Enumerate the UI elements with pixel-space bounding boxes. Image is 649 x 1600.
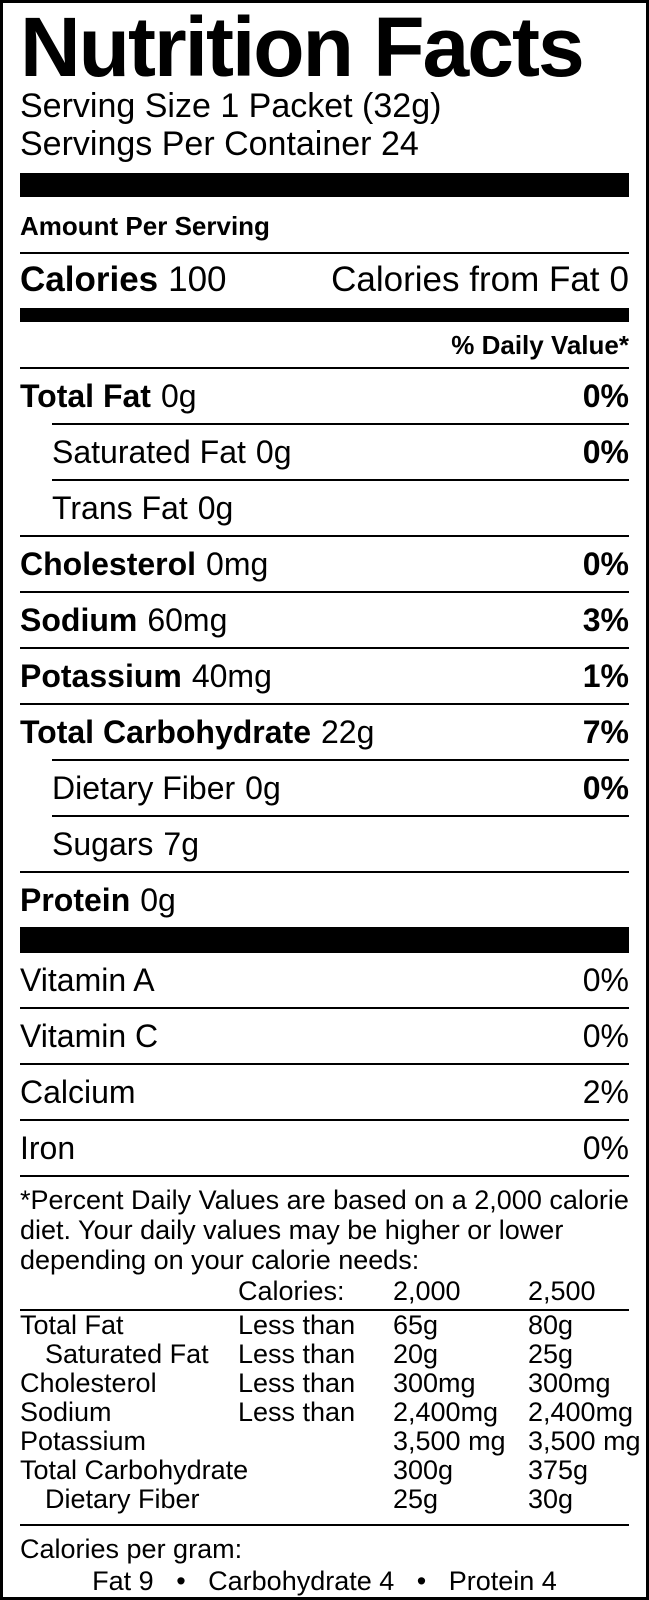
- vitamin-row-vitamin-a: Vitamin A 0%: [20, 951, 629, 1007]
- nutrient-row-total-fat: Total Fat 0g 0%: [20, 367, 629, 423]
- amount-per-serving-heading: Amount Per Serving: [20, 211, 270, 241]
- daily-value-header: % Daily Value*: [451, 330, 629, 360]
- daily-value-percent: 7%: [582, 714, 629, 750]
- divider-thick-bottom: [20, 927, 629, 951]
- daily-value-percent: 1%: [582, 658, 629, 694]
- divider-hairline: [20, 1524, 629, 1526]
- daily-value-percent: 0%: [582, 770, 629, 806]
- dv-table-row-sodium: Sodium Less than 2,400mg 2,400mg: [20, 1397, 634, 1427]
- divider-hairline: [20, 252, 629, 254]
- footnote: *Percent Daily Values are based on a 2,0…: [20, 1175, 641, 1524]
- dv-table-row-total-carbohydrate: Total Carbohydrate 300g 375g: [20, 1455, 589, 1485]
- dv-table-row-potassium: Potassium 3,500 mg 3,500 mg: [20, 1426, 641, 1456]
- nutrient-row-potassium: Potassium 40mg 1%: [20, 647, 629, 703]
- nutrient-row-sugars: Sugars 7g: [52, 815, 629, 871]
- nutrient-row-protein: Protein 0g: [20, 871, 629, 927]
- nutrient-row-trans-fat: Trans Fat 0g: [52, 479, 629, 535]
- serving-size: Serving Size 1 Packet (32g): [20, 87, 442, 125]
- vitamin-row-iron: Iron 0%: [20, 1119, 629, 1175]
- nutrient-row-cholesterol: Cholesterol 0mg 0%: [20, 535, 629, 591]
- daily-value-percent: 0%: [582, 1018, 629, 1054]
- footnote-line: depending on your calorie needs:: [20, 1245, 420, 1275]
- dv-table-row-dietary-fiber: Dietary Fiber 25g 30g: [45, 1484, 574, 1514]
- footnote-line: diet. Your daily values may be higher or…: [20, 1215, 564, 1245]
- nutrient-row-saturated-fat: Saturated Fat 0g 0%: [52, 423, 629, 479]
- servings-per-container: Servings Per Container 24: [20, 125, 419, 163]
- dv-table-row-saturated-fat: Saturated Fat Less than 20g 25g: [45, 1339, 574, 1369]
- divider-medium: [20, 308, 629, 322]
- calories-value: Calories 100: [20, 260, 227, 299]
- calories-row: Calories 100 Calories from Fat 0: [20, 254, 629, 308]
- daily-value-percent: 0%: [582, 1130, 629, 1166]
- calories-per-gram-label: Calories per gram:: [20, 1534, 243, 1564]
- nutrient-row-total-carbohydrate: Total Carbohydrate 22g 7%: [20, 703, 629, 759]
- daily-value-percent: 0%: [582, 962, 629, 998]
- calories-per-gram-values: Fat 9 • Carbohydrate 4 • Protein 4: [92, 1566, 557, 1596]
- nutrient-row-dietary-fiber: Dietary Fiber 0g 0%: [52, 759, 629, 815]
- daily-value-percent: 3%: [582, 602, 629, 638]
- footnote-line: *Percent Daily Values are based on a 2,0…: [20, 1185, 629, 1215]
- daily-value-percent: 0%: [582, 378, 629, 414]
- vitamin-row-vitamin-c: Vitamin C 0%: [20, 1007, 629, 1063]
- vitamin-row-calcium: Calcium 2%: [20, 1063, 629, 1119]
- daily-value-percent: 2%: [582, 1074, 629, 1110]
- label-title: Nutrition Facts: [20, 0, 585, 94]
- daily-value-percent: 0%: [582, 546, 629, 582]
- dv-table-header: Calories: 2,000 2,500: [238, 1276, 596, 1306]
- divider-hairline: [20, 1309, 629, 1311]
- divider-thick-top: [20, 173, 629, 197]
- daily-value-percent: 0%: [582, 434, 629, 470]
- dv-table-row-cholesterol: Cholesterol Less than 300mg 300mg: [20, 1368, 611, 1398]
- calories-from-fat: Calories from Fat 0: [331, 260, 629, 299]
- nutrient-row-sodium: Sodium 60mg 3%: [20, 591, 629, 647]
- dv-table-row-total-fat: Total Fat Less than 65g 80g: [20, 1310, 574, 1340]
